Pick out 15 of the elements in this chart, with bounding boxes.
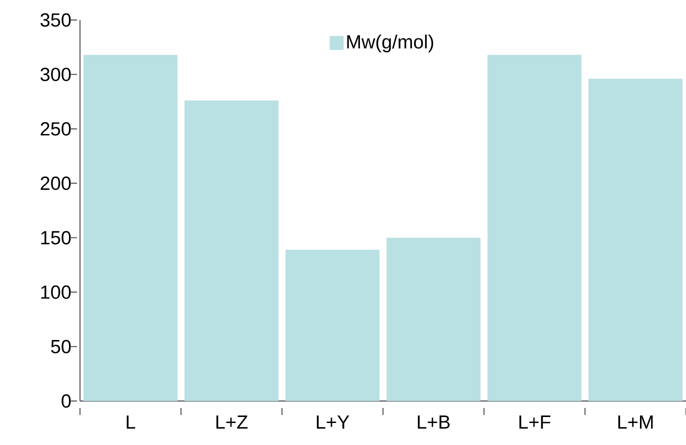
y-tick-label: 50 — [51, 340, 71, 354]
x-tick-label: L — [126, 416, 136, 429]
y-tick-label: 100 — [41, 285, 71, 299]
x-tick-label: L+B — [418, 416, 450, 429]
y-tick-label: 350 — [40, 13, 71, 27]
y-tick-label: 200 — [40, 176, 71, 190]
y-tick-label: 300 — [40, 68, 71, 82]
legend-label: Mw(g/mol) — [347, 34, 434, 52]
x-tick-label: L+Y — [316, 416, 350, 429]
x-tick-label: L+Z — [216, 416, 248, 429]
x-tick-label: L+F — [519, 416, 550, 429]
x-tick-label: L+M — [618, 416, 653, 429]
y-tick-label: 0 — [62, 394, 71, 408]
y-tick-label: 250 — [40, 122, 71, 136]
y-tick-label: 150 — [41, 230, 71, 244]
